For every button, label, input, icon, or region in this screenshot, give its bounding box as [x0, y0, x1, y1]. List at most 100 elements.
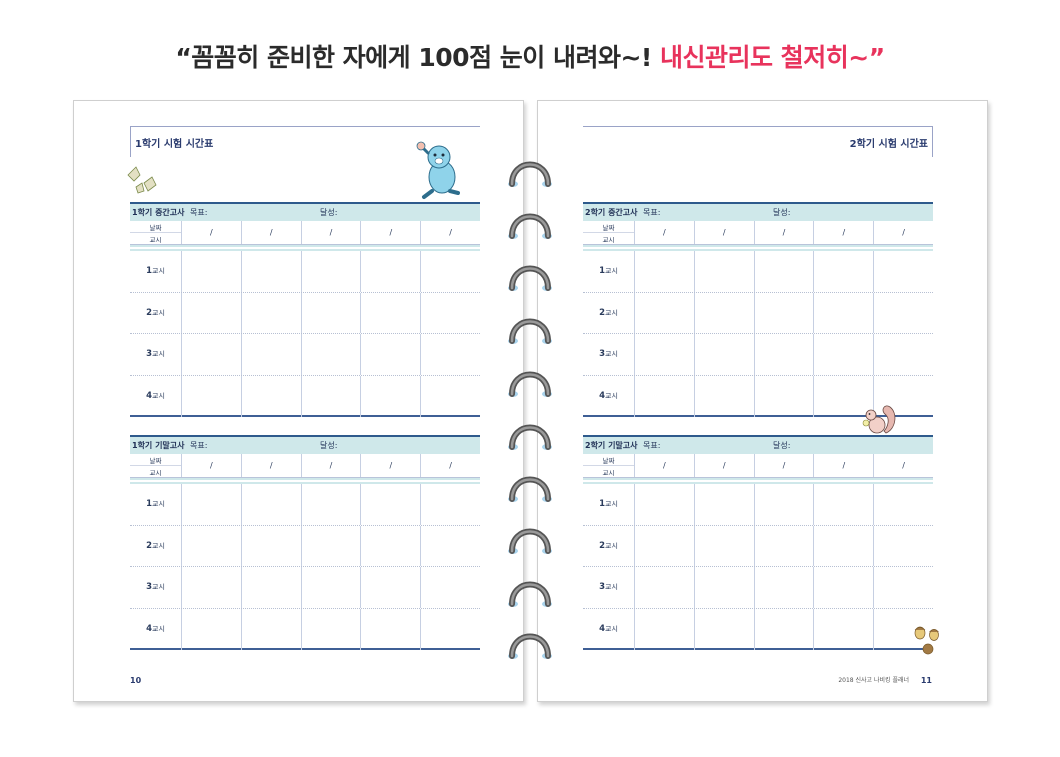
schedule-cell[interactable]: [813, 525, 873, 566]
schedule-cell[interactable]: [420, 567, 480, 608]
schedule-cell[interactable]: [181, 567, 241, 608]
schedule-cell[interactable]: [813, 484, 873, 525]
schedule-cell[interactable]: [360, 484, 420, 525]
schedule-cell[interactable]: [753, 484, 814, 525]
schedule-cell[interactable]: [634, 567, 694, 608]
goal-field[interactable]: 목표:: [643, 208, 661, 217]
schedule-cell[interactable]: [873, 375, 933, 417]
schedule-cell[interactable]: [181, 608, 241, 650]
schedule-cell[interactable]: [420, 251, 480, 292]
schedule-cell[interactable]: [753, 251, 814, 292]
schedule-cell[interactable]: [181, 525, 241, 566]
goal-field[interactable]: 목표:: [190, 208, 208, 217]
date-cell[interactable]: /: [360, 221, 420, 244]
schedule-cell[interactable]: [634, 525, 694, 566]
schedule-cell[interactable]: [634, 292, 694, 333]
schedule-cell[interactable]: [181, 484, 241, 525]
schedule-cell[interactable]: [753, 525, 814, 566]
date-cell[interactable]: /: [300, 454, 361, 477]
date-cell[interactable]: /: [753, 454, 814, 477]
date-cell[interactable]: /: [240, 221, 301, 244]
schedule-cell[interactable]: [300, 525, 361, 566]
schedule-cell[interactable]: [240, 292, 301, 333]
schedule-cell[interactable]: [240, 608, 301, 650]
schedule-cell[interactable]: [693, 334, 754, 375]
schedule-cell[interactable]: [181, 251, 241, 292]
schedule-cell[interactable]: [753, 567, 814, 608]
schedule-cell[interactable]: [693, 375, 754, 417]
date-cell[interactable]: /: [813, 454, 873, 477]
schedule-cell[interactable]: [420, 525, 480, 566]
schedule-cell[interactable]: [300, 334, 361, 375]
schedule-cell[interactable]: [181, 292, 241, 333]
date-cell[interactable]: /: [873, 454, 933, 477]
schedule-cell[interactable]: [240, 375, 301, 417]
schedule-cell[interactable]: [693, 567, 754, 608]
date-cell[interactable]: /: [360, 454, 420, 477]
schedule-cell[interactable]: [693, 292, 754, 333]
schedule-cell[interactable]: [813, 334, 873, 375]
schedule-cell[interactable]: [240, 525, 301, 566]
schedule-cell[interactable]: [813, 292, 873, 333]
schedule-cell[interactable]: [360, 292, 420, 333]
schedule-cell[interactable]: [813, 608, 873, 650]
date-cell[interactable]: /: [181, 454, 241, 477]
schedule-cell[interactable]: [693, 608, 754, 650]
goal-field[interactable]: 목표:: [643, 441, 661, 450]
schedule-cell[interactable]: [873, 567, 933, 608]
date-cell[interactable]: /: [420, 221, 480, 244]
achieved-field[interactable]: 달성:: [773, 208, 791, 217]
schedule-cell[interactable]: [753, 334, 814, 375]
schedule-cell[interactable]: [240, 484, 301, 525]
schedule-cell[interactable]: [873, 608, 933, 650]
schedule-cell[interactable]: [813, 567, 873, 608]
schedule-cell[interactable]: [873, 251, 933, 292]
schedule-cell[interactable]: [360, 251, 420, 292]
schedule-cell[interactable]: [420, 375, 480, 417]
schedule-cell[interactable]: [240, 334, 301, 375]
schedule-cell[interactable]: [300, 567, 361, 608]
schedule-cell[interactable]: [360, 525, 420, 566]
schedule-cell[interactable]: [634, 251, 694, 292]
goal-field[interactable]: 목표:: [190, 441, 208, 450]
schedule-cell[interactable]: [360, 608, 420, 650]
schedule-cell[interactable]: [300, 292, 361, 333]
date-cell[interactable]: /: [753, 221, 814, 244]
schedule-cell[interactable]: [693, 484, 754, 525]
schedule-cell[interactable]: [634, 484, 694, 525]
schedule-cell[interactable]: [753, 608, 814, 650]
schedule-cell[interactable]: [300, 251, 361, 292]
schedule-cell[interactable]: [240, 251, 301, 292]
schedule-cell[interactable]: [813, 251, 873, 292]
schedule-cell[interactable]: [360, 567, 420, 608]
schedule-cell[interactable]: [181, 375, 241, 417]
date-cell[interactable]: /: [634, 454, 694, 477]
achieved-field[interactable]: 달성:: [773, 441, 791, 450]
schedule-cell[interactable]: [420, 608, 480, 650]
schedule-cell[interactable]: [360, 334, 420, 375]
schedule-cell[interactable]: [240, 567, 301, 608]
schedule-cell[interactable]: [753, 375, 814, 417]
achieved-field[interactable]: 달성:: [320, 208, 338, 217]
schedule-cell[interactable]: [420, 484, 480, 525]
schedule-cell[interactable]: [181, 334, 241, 375]
schedule-cell[interactable]: [300, 484, 361, 525]
date-cell[interactable]: /: [873, 221, 933, 244]
schedule-cell[interactable]: [753, 292, 814, 333]
schedule-cell[interactable]: [634, 375, 694, 417]
schedule-cell[interactable]: [873, 525, 933, 566]
schedule-cell[interactable]: [873, 484, 933, 525]
date-cell[interactable]: /: [300, 221, 361, 244]
schedule-cell[interactable]: [693, 251, 754, 292]
schedule-cell[interactable]: [693, 525, 754, 566]
date-cell[interactable]: /: [693, 454, 754, 477]
schedule-cell[interactable]: [873, 334, 933, 375]
schedule-cell[interactable]: [360, 375, 420, 417]
achieved-field[interactable]: 달성:: [320, 441, 338, 450]
schedule-cell[interactable]: [873, 292, 933, 333]
schedule-cell[interactable]: [813, 375, 873, 417]
schedule-cell[interactable]: [300, 375, 361, 417]
date-cell[interactable]: /: [634, 221, 694, 244]
schedule-cell[interactable]: [634, 608, 694, 650]
date-cell[interactable]: /: [693, 221, 754, 244]
